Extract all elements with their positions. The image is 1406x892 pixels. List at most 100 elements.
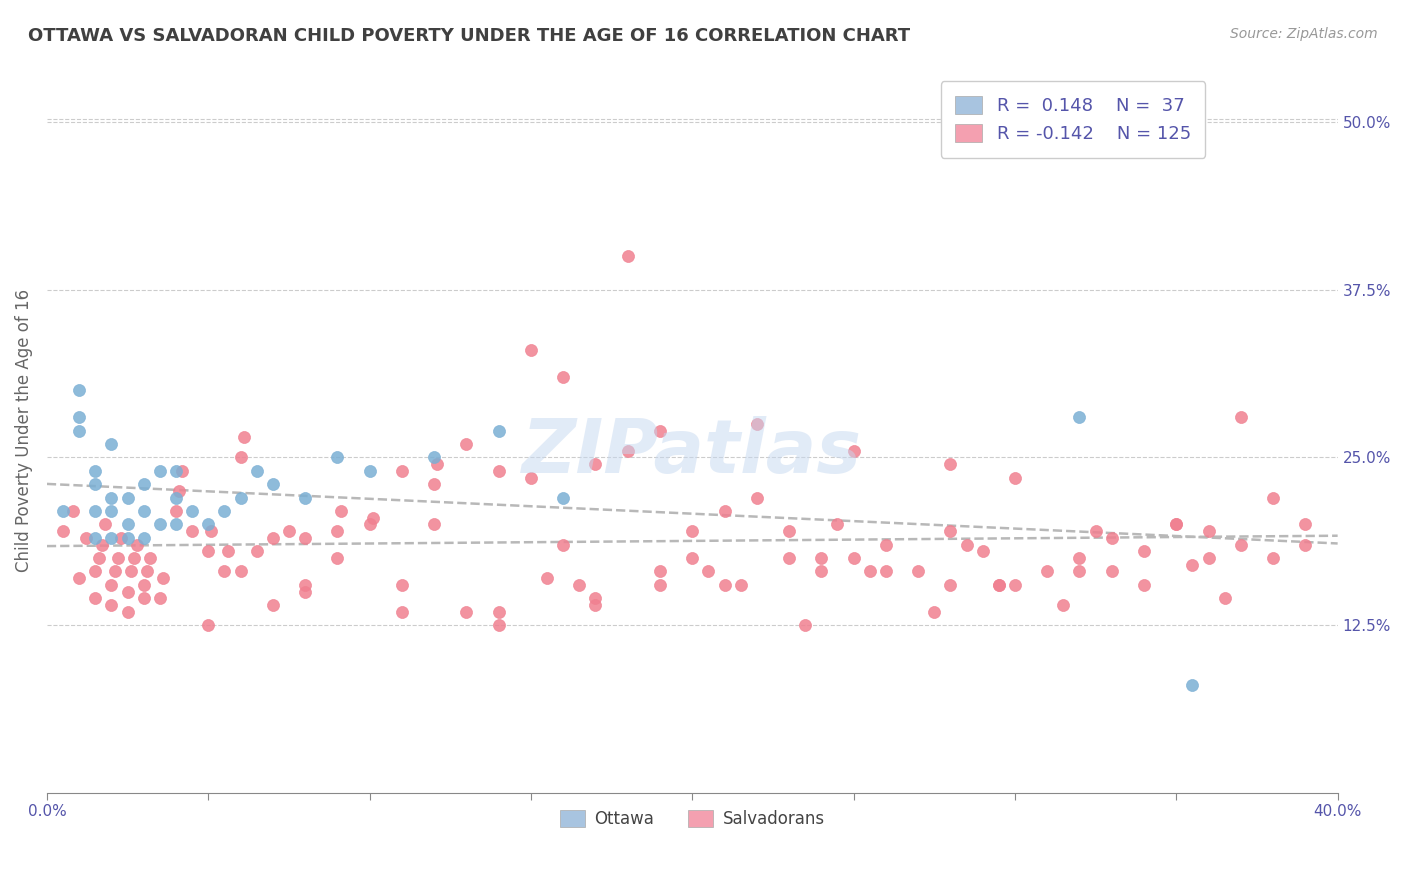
Point — [778, 524, 800, 538]
Point — [100, 491, 122, 505]
Point — [859, 565, 882, 579]
Point — [84, 531, 107, 545]
Point — [423, 517, 446, 532]
Point — [277, 524, 299, 538]
Point — [229, 565, 252, 579]
Point — [262, 477, 284, 491]
Point — [907, 565, 929, 579]
Point — [165, 504, 187, 518]
Point — [117, 584, 139, 599]
Point — [67, 410, 90, 425]
Point — [875, 565, 897, 579]
Point — [616, 443, 638, 458]
Point — [488, 605, 510, 619]
Point — [117, 517, 139, 532]
Point — [110, 531, 132, 545]
Point — [391, 578, 413, 592]
Point — [1166, 517, 1188, 532]
Point — [100, 531, 122, 545]
Legend: Ottawa, Salvadorans: Ottawa, Salvadorans — [553, 804, 831, 835]
Point — [1230, 538, 1253, 552]
Point — [84, 591, 107, 606]
Point — [127, 538, 149, 552]
Point — [616, 249, 638, 263]
Point — [1004, 578, 1026, 592]
Point — [197, 544, 219, 558]
Point — [488, 618, 510, 632]
Point — [152, 571, 174, 585]
Point — [326, 450, 349, 465]
Point — [922, 605, 945, 619]
Point — [456, 437, 478, 451]
Point — [1230, 410, 1253, 425]
Point — [681, 551, 703, 566]
Point — [90, 538, 112, 552]
Point — [794, 618, 817, 632]
Point — [1052, 598, 1074, 612]
Point — [713, 504, 735, 518]
Point — [361, 510, 384, 524]
Point — [87, 551, 110, 566]
Point — [1036, 565, 1059, 579]
Text: OTTAWA VS SALVADORAN CHILD POVERTY UNDER THE AGE OF 16 CORRELATION CHART: OTTAWA VS SALVADORAN CHILD POVERTY UNDER… — [28, 27, 910, 45]
Point — [426, 457, 449, 471]
Point — [648, 565, 671, 579]
Point — [100, 504, 122, 518]
Point — [939, 524, 962, 538]
Point — [100, 578, 122, 592]
Point — [391, 464, 413, 478]
Point — [648, 424, 671, 438]
Point — [842, 551, 865, 566]
Point — [842, 443, 865, 458]
Point — [52, 504, 75, 518]
Point — [246, 544, 269, 558]
Point — [117, 605, 139, 619]
Point — [1181, 558, 1204, 572]
Point — [67, 571, 90, 585]
Point — [875, 538, 897, 552]
Point — [294, 584, 316, 599]
Point — [200, 524, 222, 538]
Point — [1133, 578, 1156, 592]
Point — [1069, 551, 1091, 566]
Point — [132, 578, 155, 592]
Point — [262, 531, 284, 545]
Point — [730, 578, 752, 592]
Point — [1166, 517, 1188, 532]
Point — [294, 578, 316, 592]
Point — [122, 551, 145, 566]
Point — [1181, 678, 1204, 692]
Point — [553, 370, 575, 384]
Point — [987, 578, 1010, 592]
Point — [1261, 491, 1284, 505]
Point — [1004, 470, 1026, 484]
Point — [648, 578, 671, 592]
Point — [120, 565, 142, 579]
Point — [214, 565, 236, 579]
Point — [132, 531, 155, 545]
Point — [262, 598, 284, 612]
Point — [135, 565, 157, 579]
Point — [1133, 544, 1156, 558]
Point — [391, 605, 413, 619]
Point — [423, 477, 446, 491]
Point — [104, 565, 127, 579]
Point — [326, 524, 349, 538]
Point — [1213, 591, 1236, 606]
Point — [456, 605, 478, 619]
Point — [1198, 524, 1220, 538]
Point — [1261, 551, 1284, 566]
Point — [553, 491, 575, 505]
Point — [165, 464, 187, 478]
Point — [423, 450, 446, 465]
Point — [75, 531, 97, 545]
Point — [568, 578, 591, 592]
Point — [326, 551, 349, 566]
Point — [536, 571, 558, 585]
Y-axis label: Child Poverty Under the Age of 16: Child Poverty Under the Age of 16 — [15, 289, 32, 572]
Point — [1084, 524, 1107, 538]
Point — [167, 483, 190, 498]
Point — [294, 531, 316, 545]
Point — [197, 517, 219, 532]
Point — [84, 464, 107, 478]
